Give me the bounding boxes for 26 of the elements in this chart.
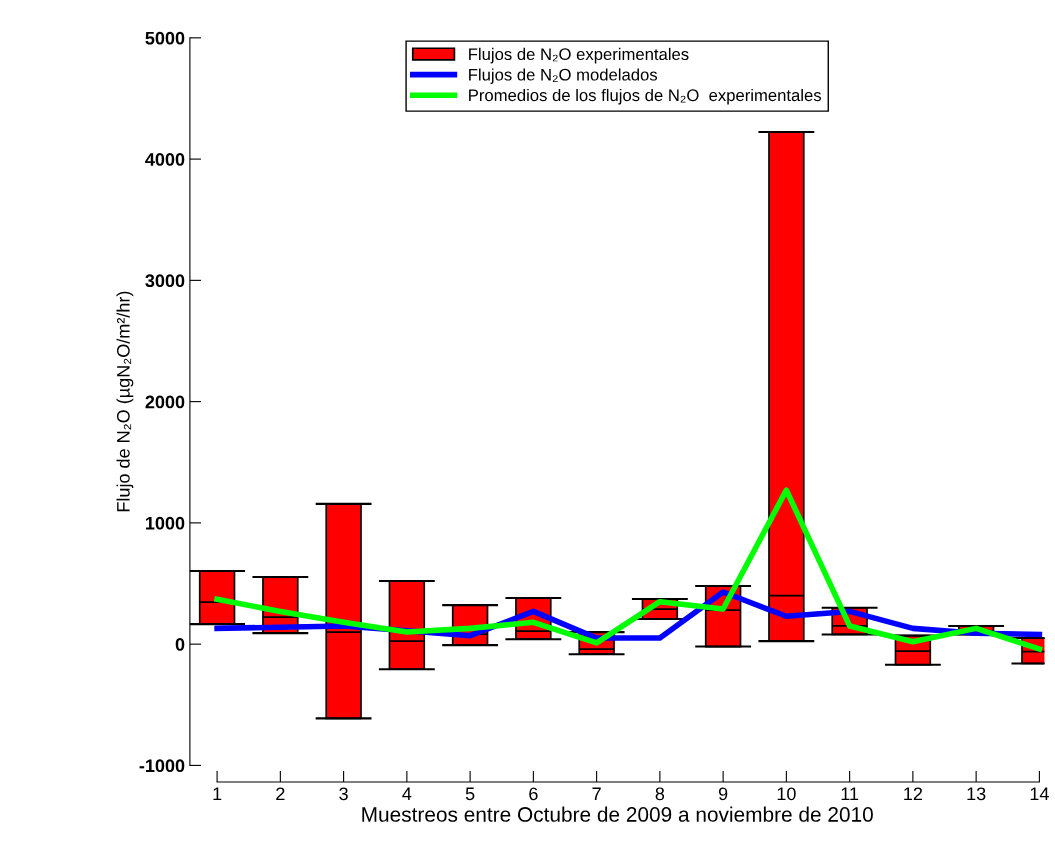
x-tick-label: 7 [592, 787, 601, 801]
x-tick-label: 5 [465, 787, 475, 801]
x-tick-label: 9 [718, 787, 728, 801]
y-tick-label: 5000 [145, 31, 185, 45]
x-axis-title: Muestreos entre Octubre de 2009 a noviembre de 2010 [362, 806, 873, 822]
legend-label: Promedios de los flujos de N₂O experimentales [469, 88, 822, 105]
x-tick-label: 6 [529, 787, 538, 801]
y-tick-label: 3000 [145, 274, 185, 288]
x-tick-label: 1 [213, 787, 222, 801]
x-tick-label: 8 [655, 787, 665, 801]
x-tick-label: 12 [904, 787, 923, 801]
y-tick-label: 0 [175, 638, 185, 651]
y-tick-label: 4000 [145, 153, 185, 166]
legend-label: Flujos de N₂O experimentales [469, 47, 689, 64]
y-tick-label: 1000 [146, 516, 185, 530]
y-tick-label: 2000 [145, 395, 185, 409]
x-tick-label: 4 [402, 787, 412, 801]
legend-label: Flujos de N₂O modelados [469, 68, 658, 84]
y-axis-title: Flujo de N₂O (µgN₂O/m²/hr) [116, 291, 134, 512]
x-tick-label: 11 [841, 787, 859, 801]
x-tick-label: 13 [967, 787, 986, 801]
x-tick-label: 14 [1030, 787, 1049, 801]
x-tick-label: 10 [777, 787, 796, 801]
x-tick-label: 2 [276, 787, 285, 801]
x-tick-label: 3 [339, 787, 348, 801]
y-tick-label: -1000 [139, 759, 185, 773]
